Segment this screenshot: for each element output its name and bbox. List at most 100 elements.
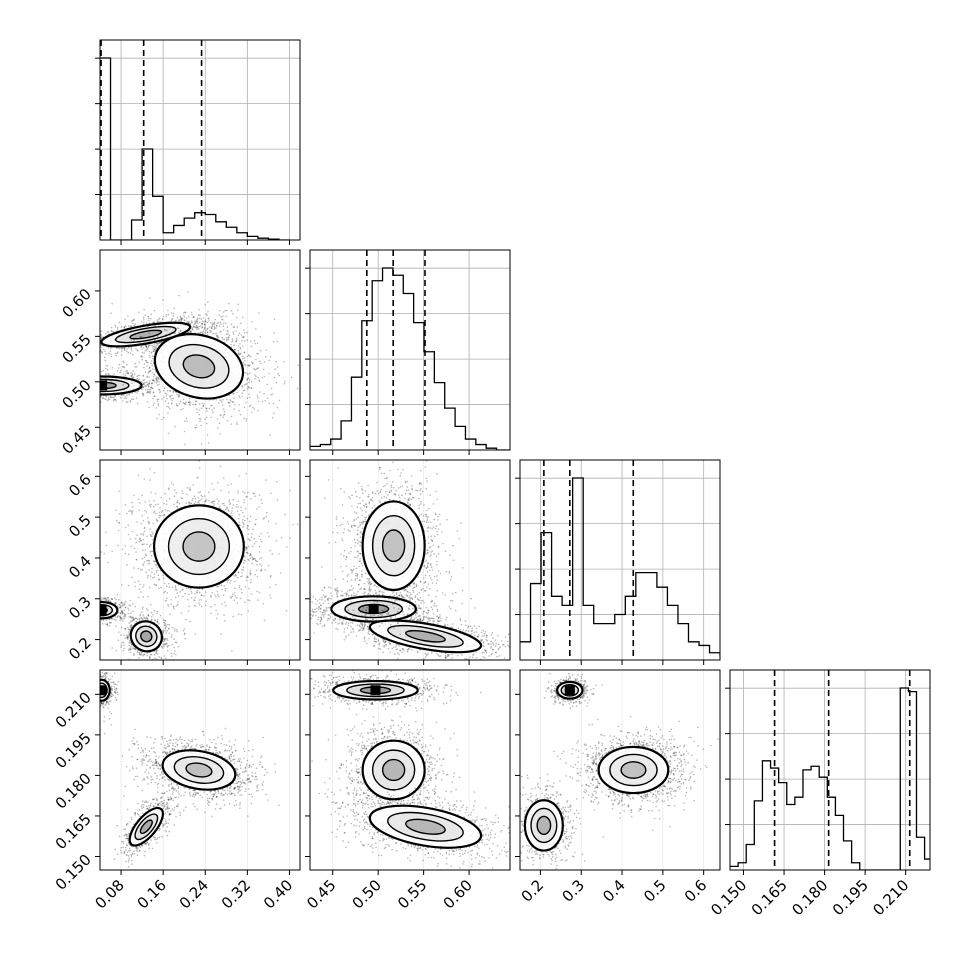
sample-point bbox=[117, 351, 119, 353]
sample-point bbox=[148, 657, 151, 660]
sample-point bbox=[204, 332, 206, 335]
sample-point bbox=[115, 609, 118, 611]
sample-point bbox=[96, 604, 98, 606]
sample-point bbox=[189, 401, 192, 404]
sample-point bbox=[210, 330, 212, 332]
sample-point bbox=[148, 382, 151, 384]
sample-point bbox=[60, 378, 62, 380]
sample-point bbox=[35, 379, 37, 381]
sample-point bbox=[173, 646, 175, 649]
sample-point bbox=[90, 382, 92, 384]
sample-point bbox=[66, 377, 68, 379]
sample-point bbox=[96, 606, 98, 608]
sample-point bbox=[62, 385, 64, 387]
sample-point bbox=[126, 636, 128, 638]
sample-point bbox=[97, 608, 99, 610]
sample-point bbox=[248, 354, 250, 356]
sample-point bbox=[179, 330, 182, 333]
sample-point bbox=[97, 609, 99, 611]
sample-point bbox=[60, 381, 62, 383]
sample-point bbox=[136, 349, 138, 351]
sample-point bbox=[174, 332, 176, 335]
sample-point bbox=[74, 378, 76, 380]
sample-point bbox=[104, 597, 107, 600]
sample-point bbox=[158, 383, 160, 386]
sample-point bbox=[143, 382, 145, 384]
sample-point bbox=[207, 442, 210, 444]
sample-point bbox=[97, 374, 99, 376]
sample-point bbox=[119, 335, 121, 338]
sample-point bbox=[98, 374, 100, 376]
sample-point bbox=[97, 391, 99, 393]
sample-point bbox=[241, 336, 244, 338]
sample-point bbox=[67, 373, 69, 375]
sample-point bbox=[252, 362, 254, 365]
sample-point bbox=[93, 379, 95, 381]
sample-point bbox=[123, 644, 125, 646]
sample-point bbox=[128, 628, 131, 631]
sample-point bbox=[189, 331, 191, 334]
sample-point bbox=[97, 610, 99, 612]
sample-point bbox=[272, 412, 275, 415]
sample-point bbox=[119, 617, 122, 619]
sample-point bbox=[129, 640, 131, 643]
sample-point bbox=[145, 391, 148, 394]
sample-point bbox=[187, 331, 189, 334]
sample-point bbox=[97, 600, 99, 602]
sample-point bbox=[95, 616, 97, 618]
sample-point bbox=[190, 330, 192, 333]
sample-point bbox=[96, 607, 98, 609]
sample-point bbox=[130, 646, 132, 648]
sample-point bbox=[95, 384, 97, 386]
sample-point bbox=[148, 345, 150, 348]
sample-point bbox=[155, 345, 158, 347]
sample-point bbox=[180, 408, 182, 411]
sample-point bbox=[72, 377, 74, 379]
sample-point bbox=[73, 380, 75, 382]
sample-point bbox=[176, 404, 178, 407]
sample-point bbox=[62, 365, 64, 367]
sample-point bbox=[123, 614, 126, 616]
sample-point bbox=[137, 651, 139, 653]
sample-point bbox=[195, 400, 197, 403]
sample-point bbox=[91, 338, 93, 340]
sample-point bbox=[268, 372, 270, 375]
sample-point bbox=[141, 387, 144, 389]
sample-point bbox=[91, 378, 93, 380]
sample-point bbox=[191, 327, 193, 330]
sample-point bbox=[163, 638, 166, 640]
sample-point bbox=[125, 614, 127, 616]
sample-point bbox=[157, 378, 160, 381]
sample-point bbox=[57, 382, 59, 384]
sample-point bbox=[93, 607, 95, 609]
sample-point bbox=[98, 612, 100, 614]
sample-point bbox=[222, 311, 225, 313]
sample-point bbox=[67, 375, 69, 377]
sample-point bbox=[239, 343, 241, 345]
sample-point bbox=[190, 311, 193, 314]
sample-point bbox=[130, 346, 132, 349]
sample-point bbox=[144, 617, 147, 620]
sample-point bbox=[161, 338, 164, 341]
sample-point bbox=[229, 399, 231, 401]
sample-point bbox=[164, 630, 166, 632]
sample-point bbox=[173, 307, 176, 310]
sample-point bbox=[126, 348, 128, 350]
sample-point bbox=[122, 366, 125, 368]
sample-point bbox=[202, 405, 204, 407]
sample-point bbox=[276, 366, 279, 368]
sample-point bbox=[132, 617, 134, 619]
sample-point bbox=[92, 598, 94, 600]
sample-point bbox=[129, 648, 131, 651]
sample-point bbox=[163, 624, 166, 627]
sample-point bbox=[156, 618, 159, 621]
sample-point bbox=[232, 392, 235, 395]
sample-point bbox=[178, 319, 180, 321]
sample-point bbox=[158, 318, 160, 321]
sample-point bbox=[65, 374, 67, 376]
sample-point bbox=[246, 382, 248, 385]
sample-point bbox=[127, 607, 129, 609]
sample-point bbox=[67, 386, 69, 388]
sample-point bbox=[216, 335, 218, 337]
sample-point bbox=[97, 604, 99, 606]
